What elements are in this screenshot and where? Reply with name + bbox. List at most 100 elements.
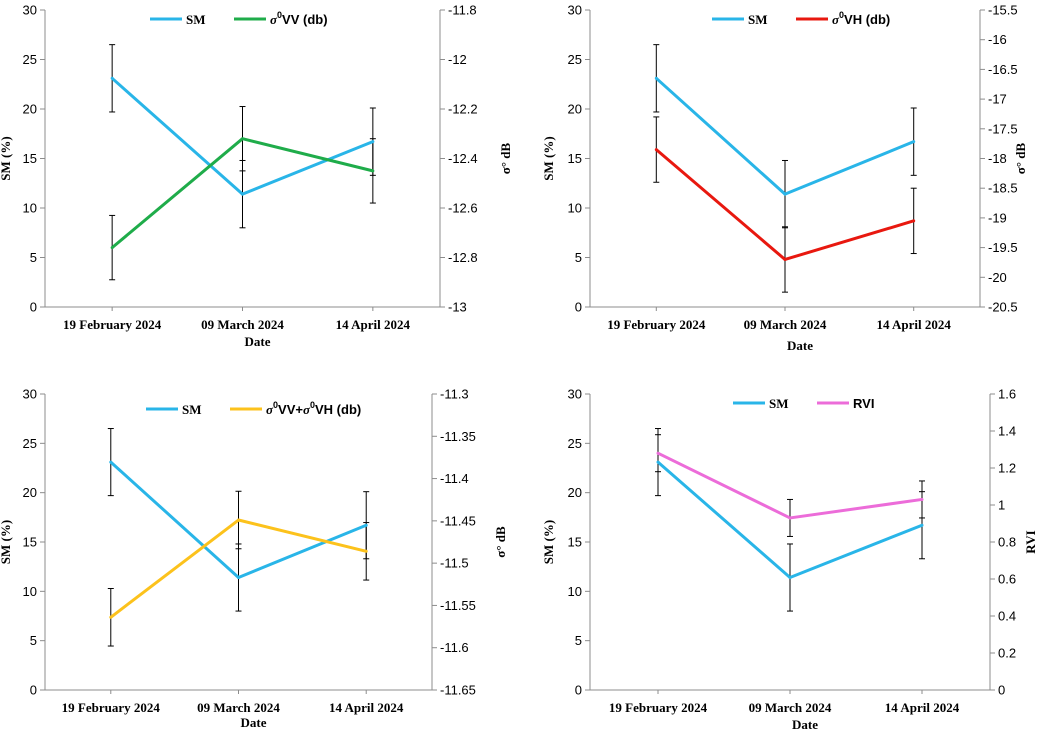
legend-label: RVI	[853, 396, 874, 411]
legend-label: SM	[186, 12, 206, 27]
right-tick-label: 0.2	[998, 646, 1016, 661]
x-tick-label: 19 February 2024	[609, 700, 708, 715]
legend-label-text: SM	[769, 396, 789, 411]
left-tick-label: 30	[23, 3, 37, 18]
legend: SM RVI	[733, 396, 874, 411]
x-axis-title: Date	[792, 717, 818, 732]
left-tick-label: 20	[568, 102, 582, 117]
data-point	[656, 460, 660, 464]
data-point	[237, 576, 240, 580]
data-point	[788, 576, 792, 580]
left-tick-label: 30	[23, 387, 37, 402]
left-tick-label: 20	[23, 102, 37, 117]
right-tick-label: -11.8	[448, 3, 477, 18]
data-point	[912, 219, 916, 223]
left-tick-label: 25	[23, 52, 37, 67]
right-tick-label: -11.6	[440, 640, 469, 655]
left-tick-label: 5	[30, 633, 37, 648]
right-tick-label: 0.6	[998, 572, 1016, 587]
right-tick-label: 1.2	[998, 461, 1016, 476]
data-point	[783, 192, 787, 196]
left-tick-label: 5	[575, 250, 582, 265]
data-point	[920, 523, 924, 527]
right-tick-label: -11.5	[440, 556, 469, 571]
legend-label: SM	[182, 402, 202, 417]
right-tick-label: -19	[988, 210, 1007, 225]
left-tick-label: 10	[23, 584, 37, 599]
left-tick-label: 30	[568, 3, 582, 18]
right-tick-label: 0.8	[998, 535, 1016, 550]
data-point	[654, 148, 658, 152]
legend-sigma: σ	[303, 402, 311, 417]
left-axis-title: SM (%)	[541, 520, 556, 564]
legend-suffix: VH (db)	[844, 12, 890, 27]
legend-label: SM	[748, 12, 768, 27]
legend-label: σ0VV+σ0VH (db)	[266, 400, 361, 417]
left-tick-label: 0	[30, 300, 37, 315]
data-point	[364, 523, 368, 527]
right-tick-label: -18	[988, 151, 1007, 166]
data-point	[654, 76, 658, 80]
right-tick-label: -17.5	[988, 121, 1018, 136]
data-point	[109, 615, 113, 619]
legend-label-text: RVI	[853, 396, 874, 411]
right-tick-label: -11.35	[440, 429, 476, 444]
left-tick-label: 25	[23, 436, 37, 451]
right-tick-label: 1.6	[998, 387, 1016, 402]
data-point	[241, 192, 244, 196]
right-tick-label: -16.5	[988, 62, 1018, 77]
x-axis-title: Date	[245, 334, 271, 349]
legend-label: σ0VV (db)	[270, 10, 328, 27]
left-tick-label: 0	[575, 300, 582, 315]
left-tick-label: 25	[568, 52, 582, 67]
left-tick-label: 15	[568, 151, 582, 166]
data-point	[110, 246, 114, 250]
right-axis-title: σ° dB	[498, 142, 513, 174]
left-tick-label: 20	[568, 485, 582, 500]
right-tick-label: 0.4	[998, 609, 1016, 624]
left-tick-label: 10	[568, 584, 582, 599]
right-tick-label: -19.5	[988, 240, 1018, 255]
right-tick-label: -11.65	[440, 683, 476, 698]
left-tick-label: 15	[23, 151, 37, 166]
legend: SM σ0VV+σ0VH (db)	[146, 400, 361, 417]
x-tick-label: 14 April 2024	[885, 700, 960, 715]
right-tick-label: -12.6	[448, 201, 478, 216]
data-point	[920, 497, 924, 501]
chart-panel-4: 0 5 10 15 20 25 30 0 0.2 0.4 0.6 0.8 1 1.2 1.4 1.6 19 Fe…	[541, 387, 1038, 733]
data-point	[912, 140, 916, 144]
left-tick-label: 30	[568, 387, 582, 402]
legend: SM σ0VV (db)	[150, 10, 328, 27]
left-tick-label: 10	[23, 201, 37, 216]
left-axis-title: SM (%)	[0, 136, 13, 180]
legend-suffix: VH (db)	[315, 402, 361, 417]
left-tick-label: 5	[575, 633, 582, 648]
data-point	[109, 460, 113, 464]
right-tick-label: 1	[998, 498, 1005, 513]
left-tick-label: 0	[30, 683, 37, 698]
legend-suffix: VV+	[278, 402, 303, 417]
right-tick-label: 1.4	[998, 424, 1016, 439]
data-point	[364, 549, 368, 553]
x-tick-label: 19 February 2024	[63, 317, 162, 332]
legend-sigma: σ	[266, 402, 274, 417]
chart-panel-2: 0 5 10 15 20 25 30 -20.5 -20 -19.5 -19 -18.5 -18 -17.…	[541, 3, 1028, 354]
right-tick-label: -18.5	[988, 181, 1018, 196]
left-tick-label: 15	[568, 535, 582, 550]
right-tick-label: -11.3	[440, 387, 469, 402]
data-point	[371, 140, 375, 144]
data-point	[371, 169, 375, 173]
x-axis-title: Date	[787, 338, 813, 353]
right-tick-label: -12.2	[448, 102, 478, 117]
x-tick-label: 19 February 2024	[62, 700, 161, 715]
right-tick-label: -12	[448, 52, 467, 67]
right-tick-label: -20	[988, 270, 1007, 285]
right-tick-label: -13	[448, 300, 467, 315]
legend-sup: 0	[273, 400, 278, 410]
legend-label-text: SM	[182, 402, 202, 417]
legend-sup: 0	[839, 10, 844, 20]
right-tick-label: -16	[988, 32, 1007, 47]
data-point	[110, 76, 114, 80]
legend-sup: 0	[277, 10, 282, 20]
